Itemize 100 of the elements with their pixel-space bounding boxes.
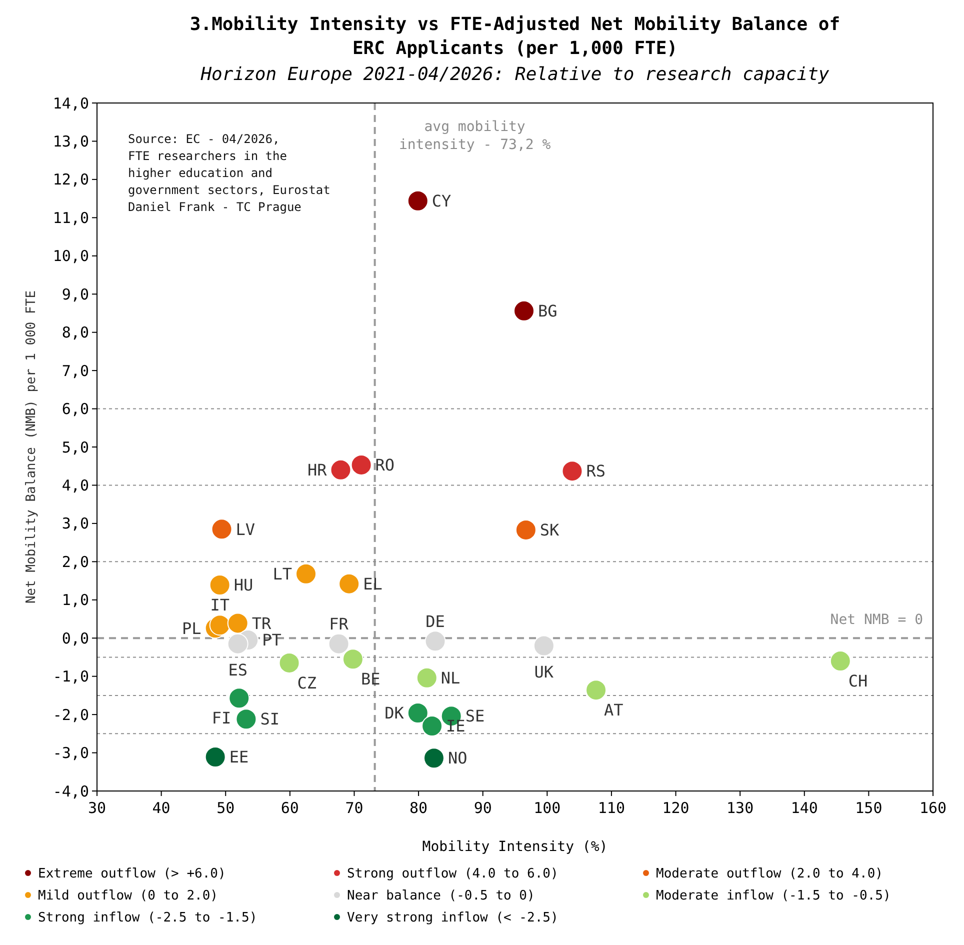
point [416, 667, 438, 688]
x-tick-label: 40 [152, 799, 170, 817]
legend-label: Strong outflow (4.0 to 6.0) [347, 866, 558, 882]
y-tick-label: 1,0 [62, 591, 89, 610]
y-tick-label: 6,0 [62, 400, 89, 418]
ref-line-label: Net NMB = 0 [830, 612, 923, 628]
point [209, 614, 230, 636]
point [830, 650, 851, 672]
annotation: AT [604, 700, 624, 720]
x-tick-label: 140 [790, 799, 818, 817]
annotation: SE [465, 706, 485, 726]
annotation: NL [440, 668, 460, 688]
annotation: SK [540, 520, 560, 540]
point [515, 519, 536, 540]
annotation: PT [262, 630, 282, 650]
x-tick-label: 30 [88, 799, 106, 817]
annotation: NO [448, 748, 468, 768]
annotation: CY [432, 191, 452, 210]
point [227, 612, 248, 634]
annotation: UK [534, 662, 554, 682]
annotation: DE [426, 612, 445, 631]
chart-subtitle: Horizon Europe 2021-04/2026: Relative to research capacity [200, 64, 830, 85]
point [338, 573, 360, 594]
point [204, 746, 226, 768]
x-tick-label: 130 [726, 799, 754, 817]
annotation: HU [234, 576, 254, 595]
annotation: FI [212, 708, 232, 728]
x-tick-label: 70 [345, 799, 364, 817]
point [236, 708, 257, 730]
y-tick-label: 7,0 [62, 362, 89, 380]
x-tick-label: 120 [662, 799, 690, 817]
legend-label: Very strong inflow (< -2.5) [347, 910, 558, 926]
x-tick-label: 90 [474, 799, 492, 817]
x-tick-label: 50 [216, 799, 235, 817]
y-tick-label: -1,0 [52, 668, 89, 686]
x-tick-label: 160 [919, 799, 947, 817]
annotation: RO [375, 456, 395, 475]
point [330, 459, 352, 480]
annotation: SI [260, 710, 280, 729]
y-tick-label: 12,0 [52, 170, 89, 189]
legend-label: Near balance (-0.5 to 0) [347, 888, 535, 904]
point [211, 518, 232, 540]
point [407, 702, 428, 724]
annotation: Source: EC - 04/2026, FTE researchers in the higher education and government sectors, Eurostat Daniel Frank - TC Prague [128, 132, 330, 214]
y-axis-title: Net Mobility Balance (NMB) per 1 000 FTE [24, 290, 39, 604]
y-tick-label: 9,0 [62, 285, 89, 304]
point [228, 688, 250, 709]
annotation: FR [329, 614, 349, 634]
annotation: ES [228, 660, 248, 680]
point [533, 635, 554, 656]
x-tick-label: 110 [598, 799, 626, 817]
y-tick-label: 14,0 [52, 94, 89, 112]
legend-label: Mild outflow (0 to 2.0) [38, 888, 218, 904]
chart-title: 3.Mobility Intensity vs FTE-Adjusted Net Mobility Balance of ERC Applicants (per 1,000 FTE) [190, 14, 840, 59]
x-tick-label: 60 [280, 799, 299, 817]
y-tick-label: -4,0 [52, 782, 89, 800]
x-tick-label: 100 [534, 799, 561, 817]
point [328, 633, 350, 654]
y-tick-label: 3,0 [62, 514, 89, 533]
y-tick-label: 2,0 [62, 552, 89, 571]
point [209, 574, 230, 596]
legend-label: Strong inflow (-2.5 to -1.5) [38, 910, 258, 926]
ref-line-label: avg mobility intensity - 73,2 % [398, 119, 552, 153]
point [422, 716, 443, 737]
point [350, 454, 372, 476]
point [296, 563, 316, 584]
annotation: CH [848, 672, 868, 691]
legend-label: Extreme outflow (> +6.0) [38, 866, 226, 882]
annotation: TR [252, 614, 272, 633]
annotation: EE [229, 748, 249, 767]
point [424, 630, 446, 652]
annotation: LV [236, 520, 256, 539]
annotation: EL [363, 574, 382, 594]
point [278, 652, 300, 674]
point [562, 460, 583, 482]
y-tick-label: 0,0 [62, 629, 89, 648]
annotation: RS [586, 462, 606, 481]
annotation: IT [210, 596, 230, 615]
point [514, 300, 535, 322]
y-tick-label: -3,0 [52, 744, 89, 762]
point [586, 680, 607, 701]
legend-label: Moderate outflow (2.0 to 4.0) [656, 866, 883, 882]
x-tick-label: 80 [410, 799, 428, 817]
y-tick-label: 11,0 [52, 208, 89, 227]
point [407, 190, 428, 212]
x-tick-label: 150 [855, 799, 882, 817]
y-tick-label: -2,0 [52, 706, 89, 724]
x-axis-title: Mobility Intensity (%) [422, 839, 608, 855]
annotation: BG [538, 302, 558, 321]
y-tick-label: 10,0 [52, 247, 89, 266]
y-tick-label: 5,0 [62, 438, 89, 456]
legend-label: Moderate inflow (-1.5 to -0.5) [656, 888, 891, 904]
y-tick-label: 13,0 [52, 132, 89, 150]
y-tick-label: 4,0 [62, 476, 89, 494]
annotation: BE [360, 670, 380, 689]
y-tick-label: 8,0 [62, 324, 89, 342]
point [227, 633, 248, 654]
annotation: DK [384, 704, 404, 723]
annotation: CZ [297, 674, 317, 693]
point [342, 648, 364, 670]
